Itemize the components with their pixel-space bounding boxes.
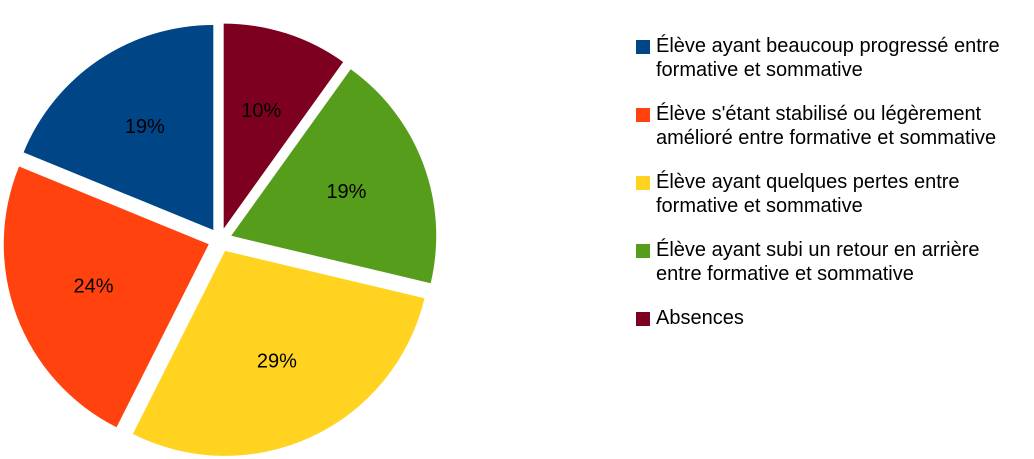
legend-item: Élève ayant beaucoup progressé entre for…: [636, 34, 1028, 82]
legend-item: Élève ayant subi un retour en arrière en…: [636, 238, 1028, 286]
legend-label: Élève ayant subi un retour en arrière en…: [656, 239, 980, 285]
legend-label: Élève ayant beaucoup progressé entre for…: [656, 35, 1000, 81]
pie-slice: [223, 23, 344, 229]
legend-swatch: [636, 108, 650, 122]
legend-label: Élève s'étant stabilisé ou légèrement am…: [656, 103, 997, 149]
legend-item: Absences: [636, 306, 1028, 330]
pie-slice: [132, 250, 425, 456]
legend-swatch: [636, 40, 650, 54]
data-label: 24%: [74, 276, 114, 298]
pie-slice: [3, 166, 209, 428]
legend-label: Absences: [656, 307, 744, 329]
chart: 19% 24% 29% 19% 10%: [3, 23, 437, 456]
legend-swatch: [636, 244, 650, 258]
legend-swatch: [636, 312, 650, 326]
pie-slice: [231, 69, 437, 284]
legend-item: Élève s'étant stabilisé ou légèrement am…: [636, 102, 1028, 150]
data-label: 29%: [257, 351, 297, 373]
legend-swatch: [636, 176, 650, 190]
data-label: 19%: [326, 181, 366, 203]
pie-slice: [23, 25, 214, 231]
legend-item: Élève ayant quelques pertes entre format…: [636, 170, 1028, 218]
data-label: 10%: [241, 100, 281, 122]
legend: Élève ayant beaucoup progressé entre for…: [636, 34, 1028, 350]
legend-label: Élève ayant quelques pertes entre format…: [656, 171, 960, 217]
data-label: 19%: [125, 116, 165, 138]
